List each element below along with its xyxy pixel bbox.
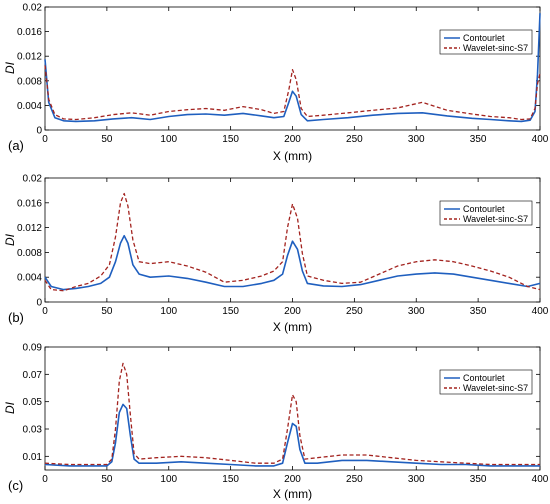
x-tick-label: 100 bbox=[160, 306, 177, 317]
x-tick-label: 0 bbox=[42, 306, 48, 317]
chart-panel-1: 0 50 100 150 200 250 300 350 400 0 0.004 0.008 0.012… bbox=[3, 3, 549, 164]
chart-panel-2: 0 50 100 150 200 250 300 350 400 0 0.004 0.008 0.012… bbox=[3, 174, 549, 335]
series-line-wavelet-sinc-s7 bbox=[44, 65, 541, 121]
y-tick-label: 0 bbox=[36, 298, 42, 309]
x-tick-label: 250 bbox=[346, 134, 363, 145]
series-line-contourlet bbox=[44, 403, 540, 467]
legend-label: Contourlet bbox=[463, 204, 505, 214]
plot-area-frame bbox=[44, 177, 541, 303]
legend-label: Wavelet-sinc-S7 bbox=[463, 383, 528, 393]
x-tick-label: 200 bbox=[284, 134, 301, 145]
y-tick-label: 0.004 bbox=[17, 273, 42, 284]
x-tick-label: 150 bbox=[222, 474, 239, 485]
y-tick-label: 0.004 bbox=[17, 101, 42, 112]
x-tick-label: 150 bbox=[222, 134, 239, 145]
x-tick-label: 250 bbox=[346, 306, 363, 317]
x-tick-label: 50 bbox=[101, 474, 113, 485]
x-tick-label: 300 bbox=[408, 474, 425, 485]
y-tick-label: 0.016 bbox=[17, 198, 42, 209]
x-tick-label: 400 bbox=[532, 474, 549, 485]
y-tick-label: 0.016 bbox=[17, 27, 42, 38]
series-line-wavelet-sinc-s7 bbox=[44, 192, 541, 292]
legend-box bbox=[439, 369, 533, 395]
y-tick-label: 0.008 bbox=[17, 248, 42, 259]
y-tick-label: 0.01 bbox=[23, 452, 43, 463]
x-tick-label: 50 bbox=[101, 306, 113, 317]
y-tick-label: 0.012 bbox=[17, 52, 42, 63]
x-tick-label: 400 bbox=[532, 134, 549, 145]
x-tick-label: 100 bbox=[160, 134, 177, 145]
x-tick-label: 0 bbox=[42, 134, 48, 145]
legend-box bbox=[439, 200, 533, 226]
x-tick-label: 300 bbox=[408, 134, 425, 145]
x-tick-label: 400 bbox=[532, 306, 549, 317]
series-line-contourlet bbox=[44, 234, 541, 291]
y-axis-label: DI bbox=[3, 401, 17, 414]
y-axis-label: DI bbox=[3, 61, 17, 74]
legend-label: Contourlet bbox=[463, 33, 505, 43]
x-tick-label: 300 bbox=[408, 306, 425, 317]
plot-area-frame bbox=[44, 6, 541, 131]
plot-area-frame bbox=[44, 346, 541, 471]
x-tick-label: 100 bbox=[160, 474, 177, 485]
y-tick-label: 0.02 bbox=[23, 174, 43, 185]
x-axis-label: X (mm) bbox=[273, 149, 312, 163]
x-tick-label: 350 bbox=[470, 474, 487, 485]
x-tick-label: 250 bbox=[346, 474, 363, 485]
x-tick-label: 0 bbox=[42, 474, 48, 485]
y-tick-label: 0.008 bbox=[17, 76, 42, 87]
series-line-contourlet bbox=[44, 13, 541, 123]
y-tick-label: 0.03 bbox=[23, 425, 43, 436]
legend-label: Wavelet-sinc-S7 bbox=[463, 43, 528, 53]
x-axis-label: X (mm) bbox=[273, 487, 312, 501]
y-tick-label: 0 bbox=[36, 126, 42, 137]
series-line-wavelet-sinc-s7 bbox=[44, 362, 540, 466]
x-tick-label: 200 bbox=[284, 306, 301, 317]
legend-box bbox=[439, 29, 533, 55]
x-tick-label: 50 bbox=[101, 134, 113, 145]
chart-panel-3: 0 50 100 150 200 250 300 350 400 0.01 0.03 0.05 0.07… bbox=[3, 343, 549, 502]
y-axis-label: DI bbox=[3, 233, 17, 246]
y-tick-label: 0.09 bbox=[23, 343, 43, 354]
panel-label: (c) bbox=[8, 478, 23, 493]
y-tick-label: 0.012 bbox=[17, 223, 42, 234]
legend-label: Contourlet bbox=[463, 373, 505, 383]
x-tick-label: 350 bbox=[470, 306, 487, 317]
legend-label: Wavelet-sinc-S7 bbox=[463, 214, 528, 224]
panel-label: (a) bbox=[8, 138, 24, 153]
x-tick-label: 200 bbox=[284, 474, 301, 485]
y-tick-label: 0.05 bbox=[23, 397, 43, 408]
x-tick-label: 150 bbox=[222, 306, 239, 317]
y-tick-label: 0.02 bbox=[23, 3, 43, 14]
y-tick-label: 0.07 bbox=[23, 370, 43, 381]
panel-label: (b) bbox=[8, 310, 24, 325]
x-tick-label: 350 bbox=[470, 134, 487, 145]
x-axis-label: X (mm) bbox=[273, 320, 312, 334]
